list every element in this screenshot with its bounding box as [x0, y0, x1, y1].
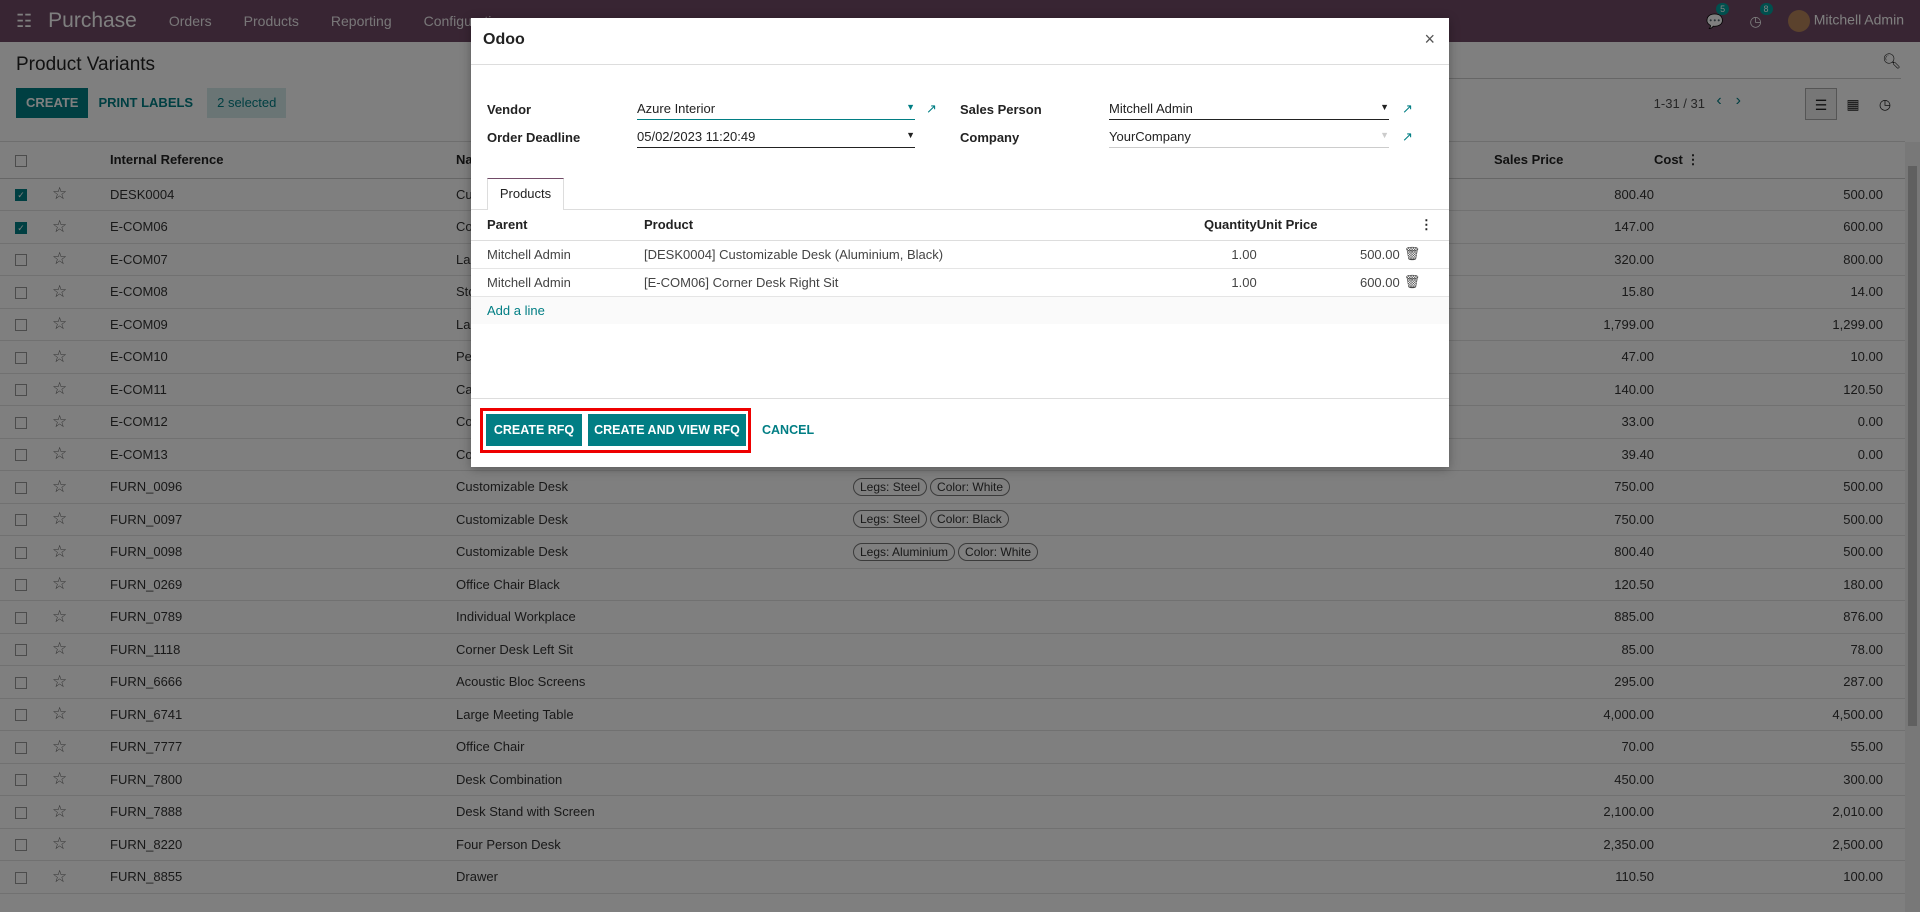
line-quantity[interactable]: 1.00 [1204, 240, 1257, 269]
create-rfq-button[interactable]: CREATE RFQ [486, 414, 582, 446]
line-unit-price[interactable]: 500.00 [1256, 240, 1404, 269]
line-parent: Mitchell Admin [471, 240, 644, 269]
vendor-field[interactable]: Azure Interior ▼ [637, 99, 915, 120]
company-field[interactable]: YourCompany ▼ [1109, 127, 1389, 148]
col-parent[interactable]: Parent [471, 210, 644, 241]
sales-person-label: Sales Person [960, 102, 1042, 117]
chevron-down-icon[interactable]: ▼ [906, 102, 915, 112]
line-quantity[interactable]: 1.00 [1204, 268, 1257, 297]
cancel-button[interactable]: CANCEL [762, 423, 815, 437]
order-deadline-value: 05/02/2023 11:20:49 [637, 129, 756, 144]
external-link-icon[interactable]: ↗ [1402, 129, 1413, 144]
sales-person-value: Mitchell Admin [1109, 101, 1193, 116]
close-icon[interactable]: × [1424, 29, 1435, 49]
line-product[interactable]: [E-COM06] Corner Desk Right Sit [644, 268, 1204, 297]
optional-columns-icon[interactable]: ⋮ [1403, 210, 1449, 241]
line-parent: Mitchell Admin [471, 268, 644, 297]
product-line-row[interactable]: Mitchell Admin [E-COM06] Corner Desk Rig… [471, 268, 1449, 297]
line-unit-price[interactable]: 600.00 [1256, 268, 1404, 297]
col-product[interactable]: Product [644, 210, 1204, 241]
col-unit-price[interactable]: Unit Price [1256, 210, 1404, 241]
external-link-icon[interactable]: ↗ [926, 101, 937, 116]
sales-person-field[interactable]: Mitchell Admin ▼ [1109, 99, 1389, 120]
order-deadline-field[interactable]: 05/02/2023 11:20:49 ▼ [637, 127, 915, 148]
highlight-box [480, 408, 751, 453]
company-label: Company [960, 130, 1020, 145]
tab-products[interactable]: Products [487, 178, 564, 210]
vendor-label: Vendor [487, 102, 532, 117]
vendor-value: Azure Interior [637, 101, 716, 116]
company-value: YourCompany [1109, 129, 1191, 144]
chevron-down-icon: ▼ [1380, 130, 1389, 140]
chevron-down-icon[interactable]: ▼ [906, 130, 915, 140]
dialog-title: Odoo [483, 31, 525, 48]
order-deadline-label: Order Deadline [487, 130, 581, 145]
create-and-view-rfq-button[interactable]: CREATE AND VIEW RFQ [588, 414, 746, 446]
product-lines-table: Parent Product Quantity Unit Price ⋮ Mit… [471, 210, 1449, 324]
external-link-icon[interactable]: ↗ [1402, 101, 1413, 116]
create-rfq-dialog: Odoo × Vendor Azure Interior ▼ ↗ Order Dea… [471, 18, 1449, 467]
trash-icon[interactable]: 🗑︎ [1403, 268, 1449, 297]
chevron-down-icon[interactable]: ▼ [1380, 102, 1389, 112]
line-product[interactable]: [DESK0004] Customizable Desk (Aluminium,… [644, 240, 1204, 269]
col-quantity[interactable]: Quantity [1204, 210, 1257, 241]
trash-icon[interactable]: 🗑︎ [1403, 240, 1449, 269]
add-line-link[interactable]: Add a line [487, 302, 545, 318]
product-line-row[interactable]: Mitchell Admin [DESK0004] Customizable D… [471, 240, 1449, 269]
